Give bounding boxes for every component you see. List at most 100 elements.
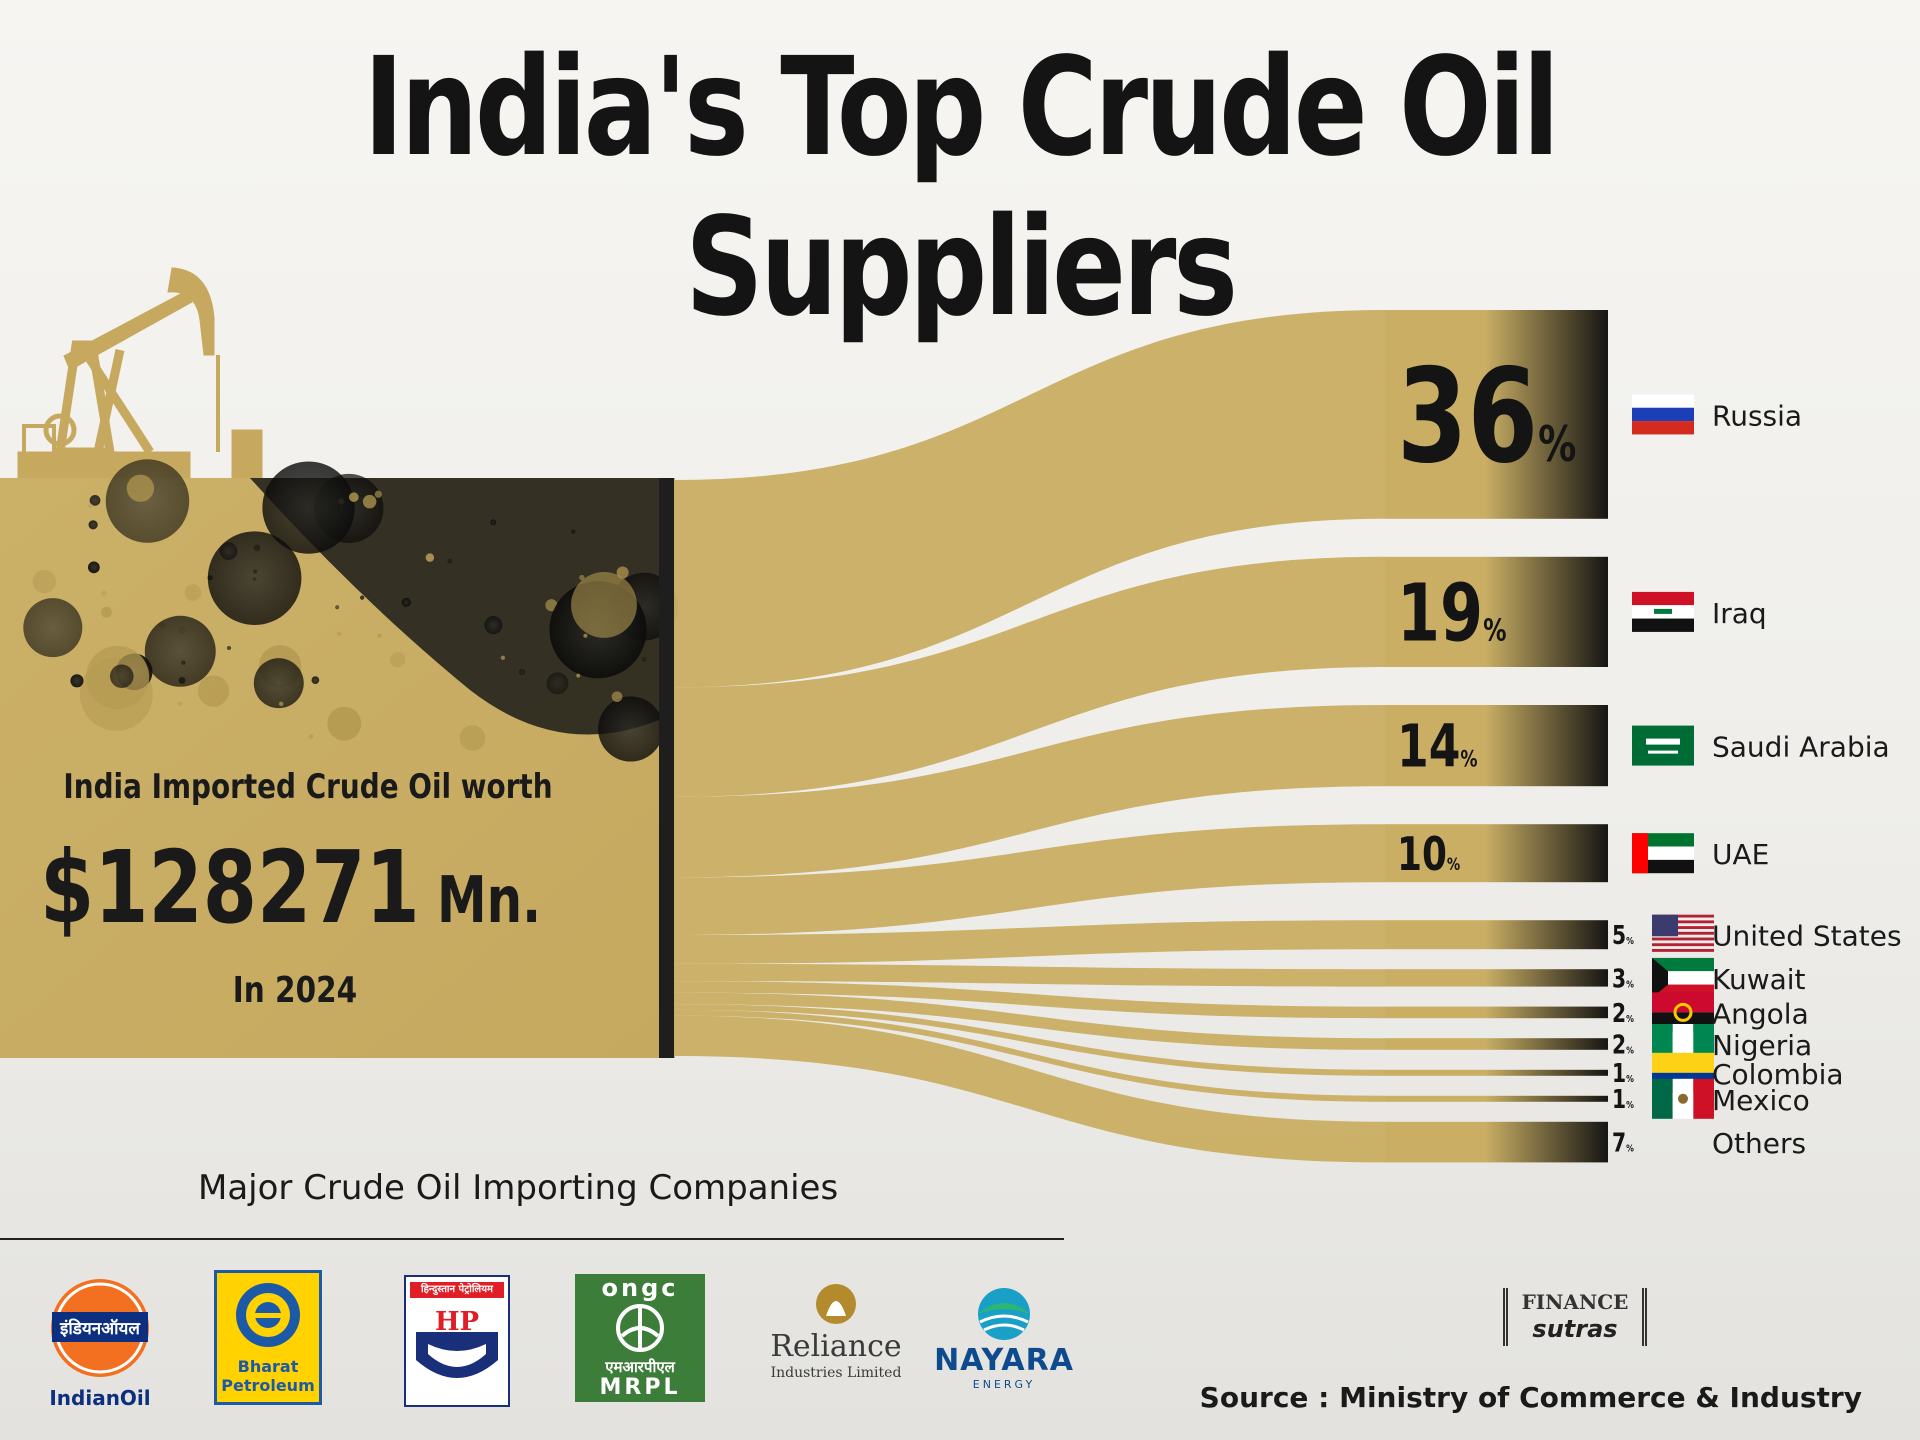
country-label: Angola [1712, 997, 1809, 1030]
oil-bubble [87, 561, 100, 574]
finance-sutras-logo: FINANCE sutras [1503, 1288, 1647, 1346]
indianoil-name: IndianOil [49, 1386, 151, 1410]
country-label: Saudi Arabia [1712, 731, 1890, 764]
oil-bubble [88, 503, 93, 509]
oil-bubble [447, 558, 453, 564]
brand-line1: FINANCE [1521, 1290, 1629, 1314]
oil-bubble [390, 652, 406, 668]
country-label: Kuwait [1712, 963, 1806, 996]
oil-bubble [348, 492, 359, 502]
flow-link [674, 824, 1385, 936]
oil-bubble [576, 673, 581, 678]
target-nodes: 36% Russia 19% Iraq 14% Saudi Arabia 10% UAE 5% U… [1385, 310, 1902, 1163]
oil-bubble [219, 542, 238, 560]
hp-script: हिन्दुस्तान पेट्रोलियम [410, 1282, 504, 1298]
oil-bubble [583, 633, 588, 638]
oil-bubble [425, 553, 435, 562]
flow-link [674, 963, 1385, 987]
target-bar [1385, 1095, 1608, 1102]
oil-bubble [226, 646, 231, 651]
flow-link [674, 920, 1385, 964]
source-bar [659, 478, 674, 1058]
reliance-subtitle: Industries Limited [770, 1365, 902, 1381]
source-note: Source : Ministry of Commerce & Industry [1199, 1381, 1862, 1414]
indianoil-logo: इंडियनऑयल IndianOil [48, 1276, 152, 1410]
country-label: UAE [1712, 838, 1769, 871]
svg-text:इंडियनऑयल: इंडियनऑयल [59, 1318, 141, 1339]
target-bar [1385, 1121, 1608, 1163]
percent-label: 3% [1612, 964, 1634, 994]
flag-saudi-arabia-icon [1632, 725, 1694, 766]
oil-bubble [374, 490, 382, 498]
companies-heading: Major Crude Oil Importing Companies [198, 1168, 839, 1208]
oil-bubble [335, 605, 340, 610]
nayara-name: NAYARA [934, 1343, 1074, 1378]
target-bar [1385, 969, 1608, 987]
oil-bubble [253, 658, 304, 709]
flag-russia-icon [1632, 394, 1694, 435]
flow-link [674, 1015, 1385, 1163]
oil-bubble [262, 461, 355, 554]
flow-links [674, 310, 1385, 1163]
target-bar [1385, 1069, 1608, 1076]
flow-link [674, 981, 1385, 1019]
target-bar [1385, 920, 1608, 950]
country-label: Russia [1712, 399, 1802, 432]
percent-label: 10% [1397, 827, 1460, 881]
target-bar [1385, 556, 1608, 667]
oil-bubble [500, 655, 506, 660]
oil-bubble [311, 676, 320, 684]
oil-bubble [23, 598, 83, 658]
target-bar [1385, 1038, 1608, 1050]
ongc-text: ongc [601, 1274, 679, 1302]
percent-label: 36% [1397, 342, 1576, 493]
summary-label: India Imported Crude Oil worth [63, 767, 552, 806]
country-label: Iraq [1712, 597, 1767, 630]
percent-label: 5% [1612, 921, 1634, 951]
hp-logo: हिन्दुस्तान पेट्रोलियम HP [404, 1275, 510, 1407]
oil-bubble [579, 574, 585, 581]
companies-divider [0, 1238, 1064, 1240]
oil-bubble [177, 701, 183, 707]
country-label: United States [1712, 920, 1902, 953]
oil-bubble [598, 696, 664, 762]
oil-bubble [88, 520, 98, 530]
bharat-petroleum-line2: Petroleum [221, 1376, 315, 1395]
oil-bubble [308, 734, 314, 739]
target-bar [1385, 705, 1608, 787]
percent-label: 1% [1612, 1085, 1634, 1115]
percent-label: 1% [1612, 1059, 1634, 1089]
oil-bubble [571, 529, 576, 534]
percent-label: 19% [1397, 567, 1507, 660]
oil-bubble [337, 631, 342, 636]
oil-bubble [611, 691, 623, 703]
oil-bubble [70, 674, 84, 688]
nayara-subtitle: ENERGY [972, 1378, 1036, 1391]
percent-label: 7% [1612, 1128, 1634, 1158]
reliance-name: Reliance [770, 1329, 902, 1364]
flag-united-states-icon [1652, 914, 1714, 952]
oil-bubble [144, 615, 216, 687]
flag-uae-icon [1632, 833, 1694, 874]
oil-bubble [459, 725, 486, 751]
flow-link [674, 556, 1385, 797]
oil-bubble [109, 664, 134, 688]
nayara-logo: NAYARA ENERGY [934, 1286, 1074, 1394]
oil-bubble [484, 616, 503, 635]
flow-link [674, 310, 1385, 688]
oil-bubble [101, 606, 112, 618]
oil-bubble [197, 675, 230, 707]
chart-title: India's Top Crude Oil Suppliers [363, 29, 1559, 347]
percent-label: 2% [1612, 1030, 1634, 1060]
summary-period: In 2024 [233, 968, 357, 1011]
flow-link [674, 992, 1385, 1050]
oil-bubble [377, 633, 382, 638]
source-node [0, 459, 679, 1058]
oil-bubble [616, 566, 629, 579]
flow-link [674, 1009, 1385, 1102]
oil-bubble [126, 474, 155, 502]
flag-iraq-icon [1632, 591, 1694, 632]
oil-bubble [571, 572, 637, 638]
bharat-petroleum-logo: Bharat Petroleum [214, 1270, 322, 1405]
oil-bubble [105, 459, 190, 543]
